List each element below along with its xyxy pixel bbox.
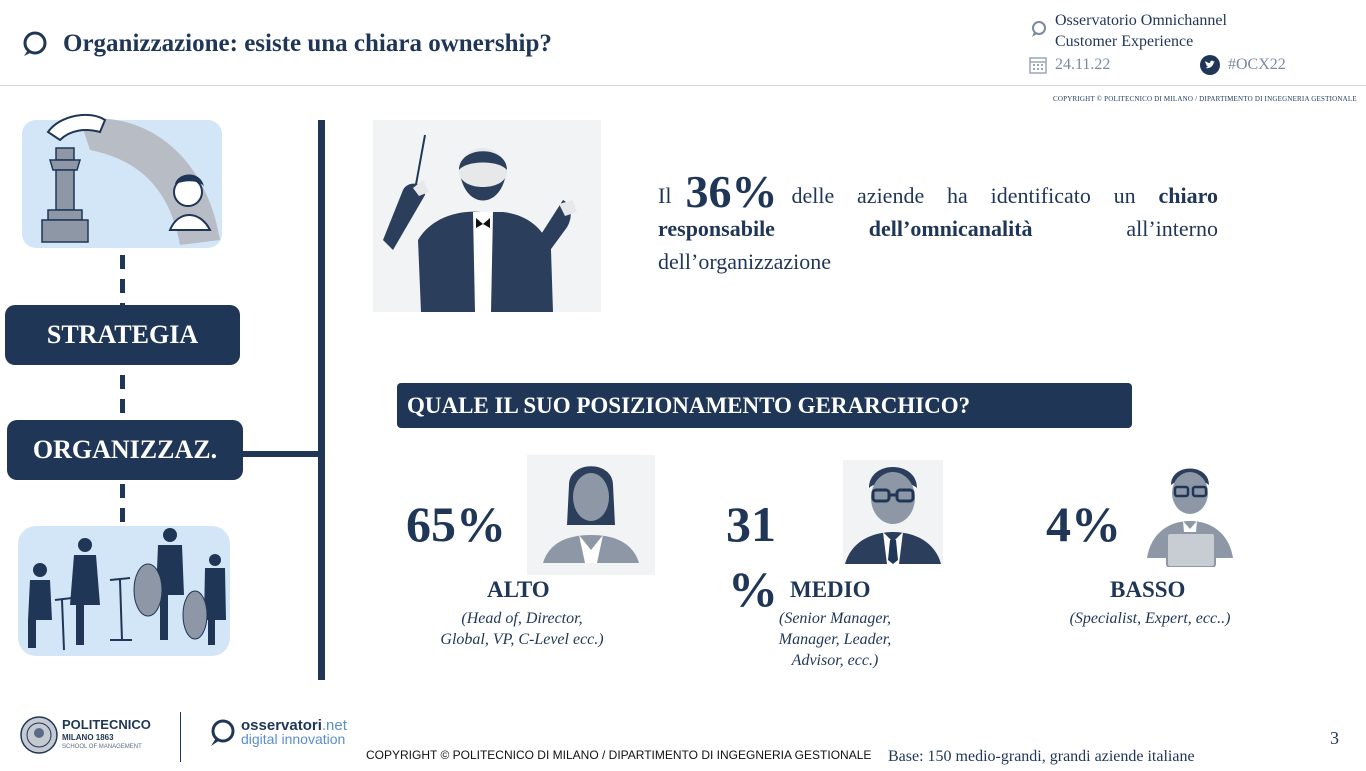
sample-base-note: Base: 150 medio-grandi, grandi aziende i… [888,748,1195,765]
politecnico-sub: MILANO 1863 [62,733,114,742]
medio-desc-line: Advisor, ecc.) [791,652,879,669]
politecnico-school: SCHOOL OF MANAGEMENT [62,744,142,750]
basso-description: (Specialist, Expert, ecc..) [1050,608,1250,629]
man-glasses-avatar-icon [843,460,943,564]
basso-desc-line: (Specialist, Expert, ecc..) [1069,610,1231,627]
question-banner: QUALE IL SUO POSIZIONAMENTO GERARCHICO? [397,383,1132,428]
brand-line-2: Customer Experience [1055,33,1194,50]
alto-percent: 65% [406,496,506,552]
medio-description: (Senior Manager, Manager, Leader, Adviso… [735,608,935,671]
alto-description: (Head of, Director, Global, VP, C-Level … [422,608,622,650]
alto-desc-line: Global, VP, C-Level ecc.) [440,631,604,648]
copyright-header: COPYRIGHT © POLITECNICO DI MILANO / DIPA… [1053,95,1357,103]
stat-tail: all’interno dell’organizzazione [658,216,1218,274]
header-divider [0,85,1366,86]
organizzazione-label: ORGANIZZAZ. [7,420,243,480]
conductor-illustration [373,120,601,312]
chess-strategy-illustration [22,113,222,248]
vertical-divider [318,120,325,680]
man-laptop-avatar-icon [1147,468,1233,567]
ownership-statistic: Il 36% delle aziende ha identificato un ch… [658,169,1219,278]
stat-percent: 36% [685,166,778,217]
connector-dash [120,484,125,529]
politecnico-name: POLITECNICO [62,717,151,732]
twitter-icon[interactable] [1200,55,1220,75]
stat-mid: delle aziende ha identificato un [791,183,1136,208]
medio-desc-line: Manager, Leader, [778,631,892,648]
osservatori-name-text: osservatori [241,717,322,734]
osservatori-tagline: digital innovation [241,731,346,747]
strategia-label: STRATEGIA [5,305,240,365]
page-number: 3 [1330,728,1339,748]
event-date: 24.11.22 [1055,56,1111,73]
medio-label: MEDIO [790,577,871,602]
horizontal-connector [240,451,320,457]
connector-dash [120,255,125,305]
brand-title: Osservatorio Omnichannel Customer Experi… [1055,10,1227,52]
hashtag: #OCX22 [1228,56,1286,73]
brand-line-1: Osservatorio Omnichannel [1055,12,1227,29]
alto-label: ALTO [487,577,550,602]
medio-desc-line: (Senior Manager, [779,610,891,627]
basso-percent: 4% [1046,496,1121,552]
osservatori-suffix: .net [321,717,347,734]
orchestra-illustration [18,526,230,656]
stat-bold-chiaro: chiaro [1158,183,1219,208]
osservatori-name: osservatori.net [241,717,347,734]
medio-percent-sign: % [728,561,778,617]
alto-desc-line: (Head of, Director, [461,610,583,627]
copyright-footer: COPYRIGHT © POLITECNICO DI MILANO / DIPA… [366,748,872,762]
medio-percent-number: 31 [726,496,776,552]
osservatori-footer-logo-icon [211,719,235,746]
connector-dash [120,375,125,420]
stat-prefix: Il [658,183,672,208]
footer-divider [180,712,181,762]
politecnico-seal-icon [20,716,58,754]
woman-avatar-icon [527,455,655,575]
page-title: Organizzazione: esiste una chiara owners… [63,30,552,57]
osservatori-logo-icon [23,31,47,56]
stat-bold-responsabile: responsabile dell’omnicanalità [658,216,1033,241]
chat-bubble-icon [1032,21,1046,37]
calendar-icon [1029,57,1047,74]
basso-label: BASSO [1110,577,1186,602]
